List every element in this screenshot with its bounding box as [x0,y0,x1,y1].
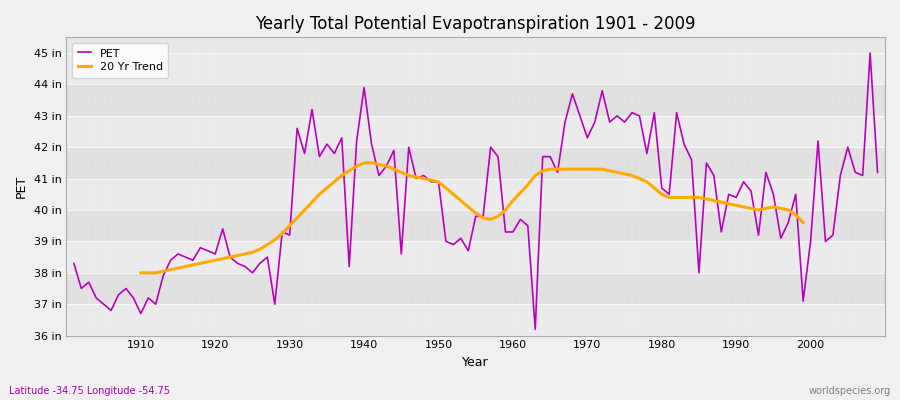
20 Yr Trend [337,173,347,178]
Text: worldspecies.org: worldspecies.org [809,386,891,396]
Legend: PET, 20 Yr Trend: PET, 20 Yr Trend [72,43,168,78]
20 Yr Trend [776,206,787,211]
Bar [67,116,885,147]
Line: 20 Yr Trend: 20 Yr Trend [140,163,803,273]
Text: Latitude -34.75 Longitude -54.75: Latitude -34.75 Longitude -54.75 [9,386,170,396]
PET [865,51,876,56]
PET [68,261,79,266]
Bar [67,84,885,116]
PET [872,170,883,175]
20 Yr Trend [708,198,719,203]
X-axis label: Year: Year [463,356,489,369]
PET [292,126,302,131]
PET [604,120,615,124]
PET [337,135,347,140]
20 Yr Trend [694,195,705,200]
Bar [67,147,885,179]
PET [128,296,139,300]
Line: PET: PET [74,53,878,329]
Bar [67,241,885,273]
PET [500,230,511,234]
PET [508,230,518,234]
20 Yr Trend [135,270,146,275]
PET [530,327,541,332]
Bar [67,53,885,84]
20 Yr Trend [359,160,370,165]
20 Yr Trend [797,220,808,225]
Y-axis label: PET: PET [15,175,28,198]
20 Yr Trend [604,168,615,173]
Bar [67,210,885,241]
Bar [67,179,885,210]
Bar [67,273,885,304]
Title: Yearly Total Potential Evapotranspiration 1901 - 2009: Yearly Total Potential Evapotranspiratio… [256,15,696,33]
Bar [67,304,885,336]
20 Yr Trend [225,255,236,260]
